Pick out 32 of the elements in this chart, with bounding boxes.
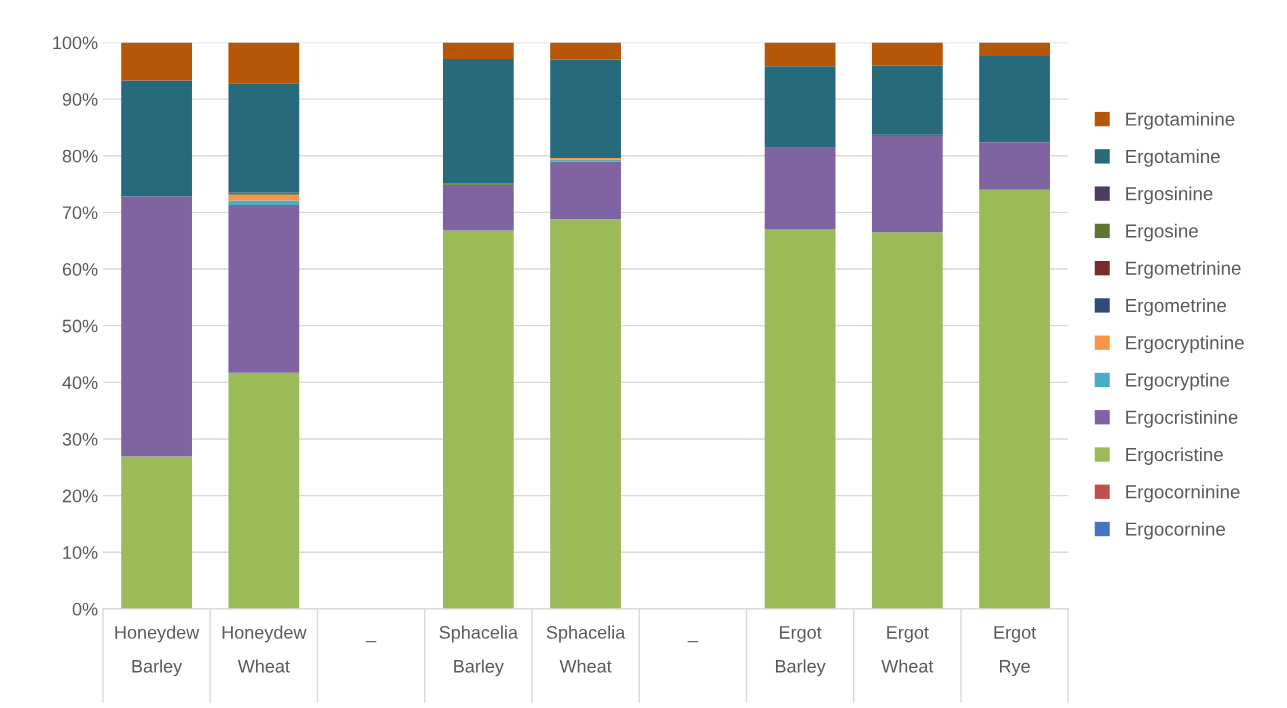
y-tick-label: 90% [62, 93, 98, 106]
x-tick-label: Ergot Wheat [881, 626, 934, 673]
legend-label: Ergosine [1126, 223, 1198, 242]
x-tick-label: Ergot Rye [994, 626, 1037, 677]
y-tick-label: 60% [62, 262, 98, 276]
legend-label: Ergocorninine [1126, 484, 1240, 503]
y-tick-label: 70% [62, 206, 98, 220]
legend-label: Ergosinine [1126, 186, 1213, 205]
y-tick-label: 100% [53, 36, 98, 50]
x-tick-label: _ [687, 641, 699, 643]
y-tick-label: 50% [62, 319, 98, 333]
legend-label: Ergocryptine [1126, 372, 1230, 391]
legend-label: Ergocristinine [1126, 410, 1238, 428]
legend-label: Ergocornine [1126, 521, 1226, 540]
legend-label: Ergocryptinine [1126, 335, 1244, 354]
legend-label: Ergometrinine [1126, 261, 1241, 279]
y-tick-label: 80% [62, 149, 98, 163]
y-tick-label: 30% [62, 432, 98, 446]
x-tick-label: _ [365, 641, 377, 643]
y-tick-label: 40% [62, 376, 98, 390]
y-tick-label: 0% [72, 602, 98, 616]
x-tick-label: Honeydew Wheat [222, 625, 307, 673]
x-tick-label: Sphacelia Barley [439, 625, 518, 677]
legend-label: Ergotaminine [1126, 112, 1235, 130]
y-tick-label: 20% [62, 489, 98, 503]
x-tick-label: Honeydew Barley [115, 625, 200, 677]
x-tick-label: Ergot Barley [775, 626, 826, 677]
legend-label: Ergocristine [1126, 447, 1223, 465]
y-tick-label: 10% [63, 546, 98, 559]
legend-label: Ergometrine [1126, 298, 1227, 316]
x-tick-label: Sphacelia Wheat [546, 625, 626, 673]
legend-label: Ergotamine [1126, 149, 1220, 167]
